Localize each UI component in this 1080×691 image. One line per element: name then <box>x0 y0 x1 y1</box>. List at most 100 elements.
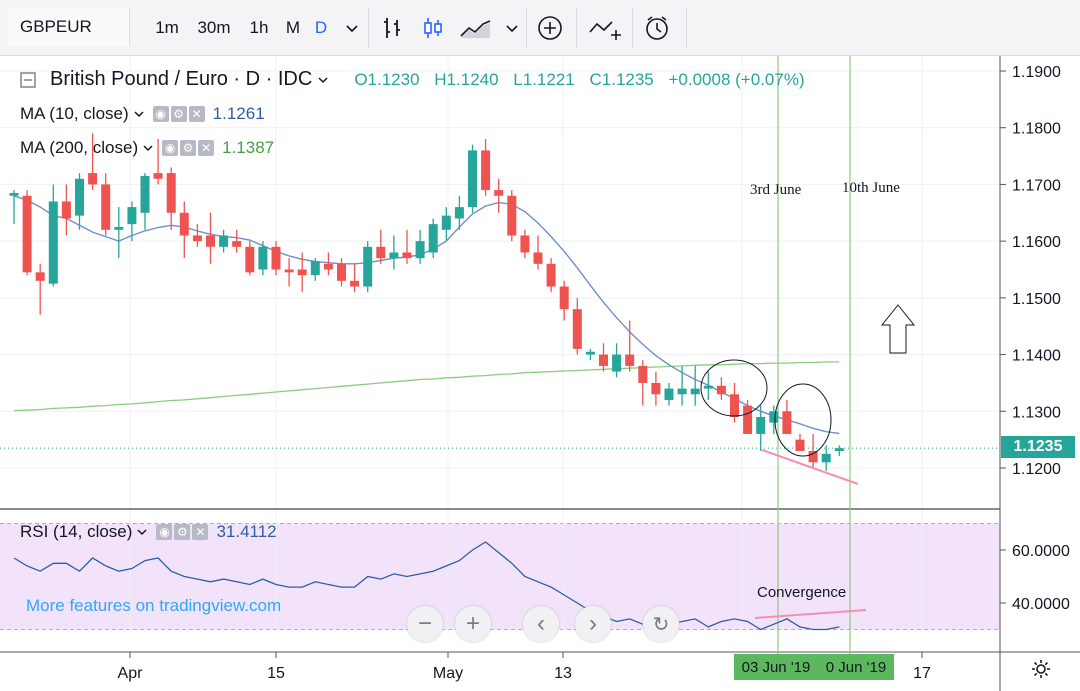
chevron-down-icon[interactable] <box>340 12 364 44</box>
candle-body <box>402 252 412 259</box>
rsi-tick-label: 60.0000 <box>1012 543 1070 560</box>
alert-icon[interactable] <box>640 12 674 44</box>
interval-30m-button[interactable]: 30m <box>197 18 231 37</box>
price-tick-label: 1.1200 <box>1012 461 1061 478</box>
area-icon[interactable] <box>456 12 496 44</box>
tradingview-watermark[interactable]: More features on tradingview.com <box>26 596 282 615</box>
candle-body <box>297 269 307 276</box>
candle-body <box>101 184 111 230</box>
collapse-icon[interactable] <box>20 71 36 88</box>
high-value: H1.1240 <box>434 69 499 89</box>
candle-body <box>127 207 137 225</box>
candle-body <box>48 201 58 284</box>
rsi-line <box>13 541 840 631</box>
ma200-legend: MA (200, close) ◉ ⚙ ✕ 1.1387 <box>20 138 274 158</box>
candle-body <box>284 269 294 273</box>
add-indicator-icon[interactable] <box>533 12 567 44</box>
compare-icon[interactable] <box>586 12 626 44</box>
ma10-label[interactable]: MA (10, close) <box>20 104 129 123</box>
rsi-label[interactable]: RSI (14, close) <box>20 522 133 541</box>
chevron-down-icon[interactable] <box>316 73 330 87</box>
toolbar-divider <box>686 8 687 48</box>
ma200-label[interactable]: MA (200, close) <box>20 138 139 157</box>
candle-body <box>795 439 805 451</box>
interval-1m-button[interactable]: 1m <box>155 18 179 37</box>
gear-icon[interactable] <box>1030 658 1052 680</box>
candle-body <box>507 195 517 236</box>
time-tick-label: 15 <box>267 665 285 682</box>
candle-body <box>258 246 268 270</box>
ma10-value: 1.1261 <box>212 104 265 123</box>
candle-body <box>572 309 582 349</box>
eye-icon[interactable]: ◉ <box>152 106 169 122</box>
top-toolbar: GBPEUR 1m 30m 1h M D <box>0 0 1080 56</box>
bar-style-icon[interactable] <box>376 12 410 44</box>
candle-body <box>9 192 19 196</box>
price-tick-label: 1.1600 <box>1012 234 1061 251</box>
chevron-down-icon[interactable] <box>500 12 524 44</box>
gear-icon[interactable]: ⚙ <box>180 140 197 156</box>
interval-month-button[interactable]: M <box>285 18 301 37</box>
chevron-down-icon[interactable] <box>142 142 154 154</box>
candle-body <box>271 246 281 270</box>
candle-body <box>690 388 700 395</box>
candle-body <box>494 190 504 196</box>
highlight-circle <box>700 359 768 417</box>
gear-icon[interactable]: ⚙ <box>174 524 191 540</box>
candle-body <box>585 351 595 355</box>
reset-chart-button[interactable]: ↻ <box>643 606 679 642</box>
ma200-value: 1.1387 <box>222 138 275 157</box>
candle-body <box>533 252 543 264</box>
candle-body <box>22 195 32 273</box>
rsi-tick-label: 40.0000 <box>1012 596 1070 613</box>
candle-body <box>363 246 373 287</box>
chevron-down-icon[interactable] <box>133 108 145 120</box>
candle-body <box>245 246 255 273</box>
time-tick-label: 13 <box>554 665 572 682</box>
close-icon[interactable]: ✕ <box>198 140 215 156</box>
close-icon[interactable]: ✕ <box>188 106 205 122</box>
eye-icon[interactable]: ◉ <box>156 524 173 540</box>
candle-body <box>441 215 451 230</box>
annotation-10th-june: 10th June <box>842 180 900 196</box>
ma200-line <box>13 361 840 412</box>
last-price-badge: 1.1235 <box>1001 436 1075 458</box>
main-legend: British Pound / Euro · D · IDC O1.1230 H… <box>20 68 805 91</box>
candle-body <box>75 178 84 216</box>
candle-body <box>219 235 229 247</box>
candle-body <box>664 388 674 400</box>
close-value: C1.1235 <box>589 69 654 89</box>
zoom-in-button[interactable]: + <box>455 606 491 642</box>
candle-body <box>179 212 189 236</box>
low-value: L1.1221 <box>513 69 575 89</box>
candle-body <box>625 354 635 366</box>
toolbar-divider <box>368 8 369 48</box>
zoom-out-button[interactable]: − <box>407 606 443 642</box>
open-value: O1.1230 <box>354 69 420 89</box>
eye-icon[interactable]: ◉ <box>162 140 179 156</box>
symbol-search-button[interactable]: GBPEUR <box>8 8 130 46</box>
close-icon[interactable]: ✕ <box>192 524 209 540</box>
candle-body <box>350 280 360 287</box>
gear-icon[interactable]: ⚙ <box>170 106 187 122</box>
candle-body <box>140 175 150 213</box>
candle-body <box>61 201 71 219</box>
candles-icon[interactable] <box>416 12 450 44</box>
candle-body <box>153 173 163 179</box>
candle-body <box>808 450 818 463</box>
scroll-left-button[interactable]: ‹ <box>523 606 559 642</box>
candle-body <box>310 260 320 276</box>
candle-body <box>612 354 622 372</box>
scroll-right-button[interactable]: › <box>575 606 611 642</box>
toolbar-divider <box>526 8 527 48</box>
chart-area[interactable]: 1.1900 1.1800 1.1700 1.1600 1.1500 1.1400 1.13… <box>0 56 1080 691</box>
candle-body <box>468 150 477 208</box>
candle-body <box>743 405 753 434</box>
chevron-down-icon[interactable] <box>136 526 148 538</box>
rsi-legend: RSI (14, close) ◉ ⚙ ✕ 31.4112 <box>20 522 277 542</box>
annotation-3rd-june: 3rd June <box>750 182 802 198</box>
candle-body <box>166 173 176 213</box>
interval-1h-button[interactable]: 1h <box>249 18 269 37</box>
series-title[interactable]: British Pound / Euro · D · IDC <box>50 68 313 90</box>
interval-day-button[interactable]: D <box>314 18 328 37</box>
